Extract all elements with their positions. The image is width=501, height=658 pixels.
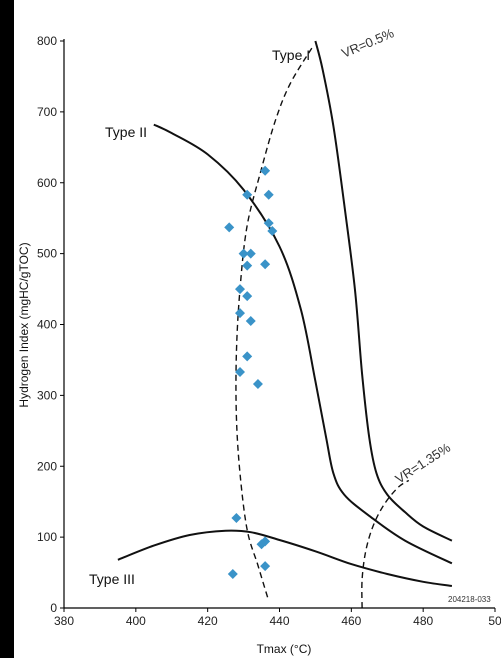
data-point <box>267 225 278 236</box>
data-point <box>256 539 267 550</box>
x-tick-label: 420 <box>198 614 218 628</box>
data-point <box>260 165 271 176</box>
data-point <box>242 291 253 302</box>
curve-vr-1-35 <box>361 479 410 609</box>
data-point <box>224 222 235 233</box>
data-point <box>263 189 274 200</box>
data-point <box>238 248 249 259</box>
data-point <box>260 259 271 270</box>
data-point <box>231 512 242 523</box>
y-axis-label: Hydrogen Index (mgHC/gTOC) <box>17 242 31 407</box>
data-point <box>245 315 256 326</box>
data-point <box>227 568 238 579</box>
y-tick-label: 100 <box>37 530 57 544</box>
x-ticks: 380 400 420 440 460 480 50 <box>54 608 501 628</box>
curve-type-i <box>314 40 453 542</box>
data-point <box>234 366 245 377</box>
data-point <box>263 218 274 229</box>
y-tick-label: 500 <box>37 247 57 261</box>
data-point <box>245 248 256 259</box>
type-i-label: Type I <box>272 47 310 63</box>
y-ticks: 0 100 200 300 400 500 600 700 800 <box>37 34 64 615</box>
curve-type-ii <box>153 123 453 565</box>
curve-type-iii <box>117 529 453 587</box>
curves-layer <box>117 40 453 609</box>
data-point <box>242 351 253 362</box>
y-tick-label: 200 <box>37 459 57 473</box>
y-tick-label: 600 <box>37 176 57 190</box>
figure-frame: 380 400 420 440 460 480 50 0 100 200 300 400 500 600… <box>14 0 501 658</box>
curve-vr-0-5 <box>235 47 313 602</box>
chart: 380 400 420 440 460 480 50 0100200300400500600… <box>17 25 501 656</box>
vr-05-label: VR=0.5% <box>339 25 396 61</box>
y-tick-label: 400 <box>37 318 57 332</box>
points-layer <box>224 165 278 579</box>
x-tick-label: 440 <box>269 614 289 628</box>
y-tick-label: 300 <box>37 388 57 402</box>
data-point <box>260 561 271 572</box>
figure-id: 204218-033 <box>448 595 491 604</box>
vr-135-label: VR=1.35% <box>392 440 453 487</box>
x-tick-label: 480 <box>413 614 433 628</box>
x-tick-label: 50 <box>488 614 501 628</box>
data-point <box>234 308 245 319</box>
x-tick-label: 380 <box>54 614 74 628</box>
x-axis-label: Tmax (°C) <box>257 642 312 656</box>
type-ii-label: Type II <box>105 124 147 140</box>
data-point <box>242 260 253 271</box>
y-tick-label: 0 <box>50 601 57 615</box>
type-iii-label: Type III <box>89 571 135 587</box>
x-tick-label: 400 <box>126 614 146 628</box>
data-point <box>242 189 253 200</box>
data-point <box>234 284 245 295</box>
y-tick-label: 700 <box>37 105 57 119</box>
x-tick-label: 460 <box>341 614 361 628</box>
y-tick-label: 800 <box>37 34 57 48</box>
data-point <box>252 379 263 390</box>
